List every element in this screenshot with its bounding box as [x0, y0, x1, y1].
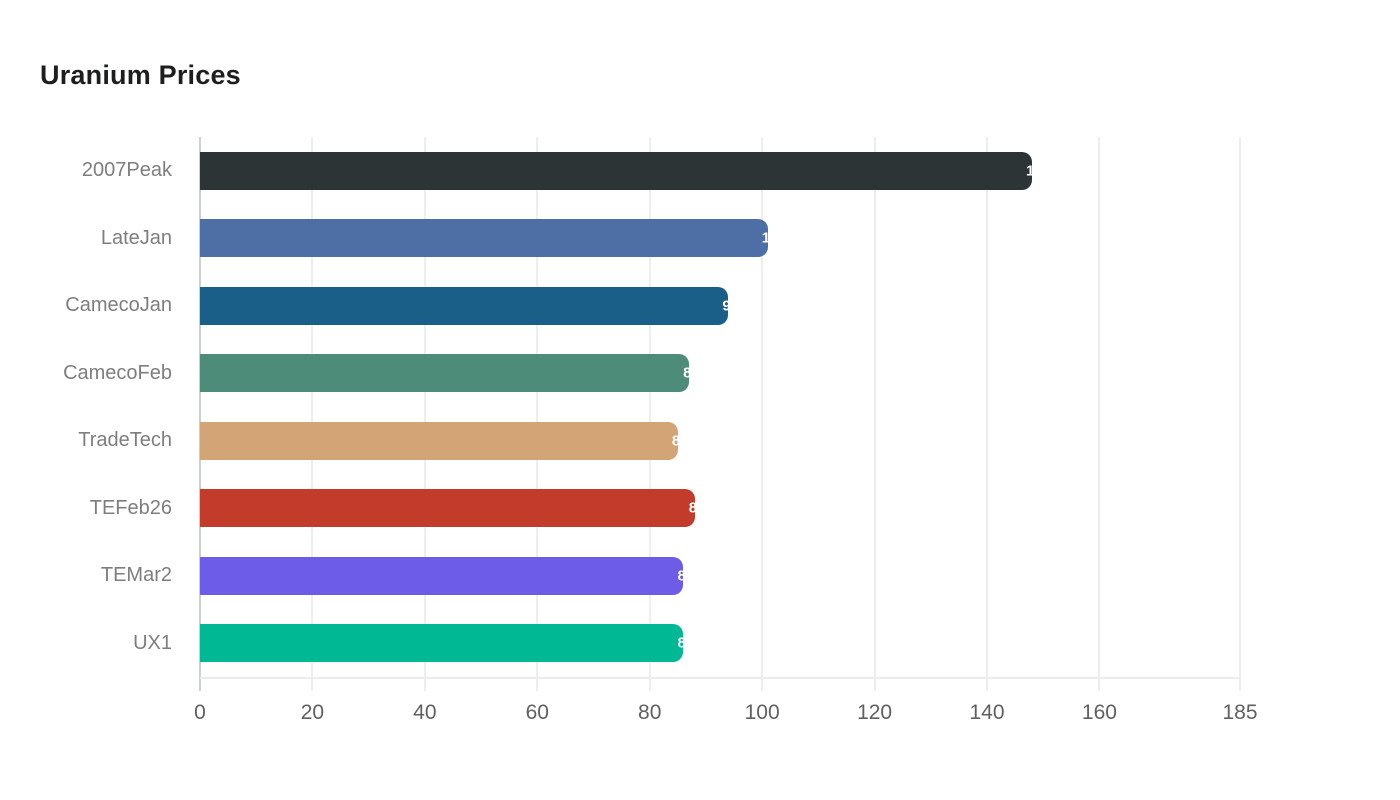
bar-row: 87 [200, 340, 1240, 408]
category-label: TradeTech [78, 429, 172, 452]
y-axis-line [199, 137, 201, 691]
bar-row: 148 [200, 137, 1240, 205]
category-label: UX1 [133, 631, 172, 654]
bar-tradetech: 85 [200, 421, 678, 460]
bar-row: 101 [200, 205, 1240, 273]
bar-value-label: 88 [688, 499, 695, 517]
category-label: 2007Peak [81, 159, 172, 182]
x-tick-label: 80 [638, 701, 662, 724]
gridline [648, 137, 651, 691]
gridline [1098, 137, 1101, 691]
bar-rows: 148 101 94 87 85 88 86 86 [200, 137, 1240, 677]
y-axis-category-labels: 2007Peak LateJan CamecoJan CamecoFeb TradeTe… [0, 137, 172, 677]
bar-row: 85 [200, 407, 1240, 475]
gridline [761, 137, 764, 691]
x-tick-label: 60 [525, 701, 549, 724]
bar-value-label: 94 [722, 297, 729, 315]
bar-row: 88 [200, 475, 1240, 543]
bar-value-label: 148 [1026, 162, 1032, 180]
bar-row: 94 [200, 272, 1240, 340]
bar-value-label: 86 [677, 567, 684, 585]
x-tick-label: 20 [300, 701, 325, 724]
category-label: CamecoJan [65, 294, 172, 317]
chart-title: Uranium Prices [40, 60, 241, 90]
x-tick-label: 100 [744, 701, 780, 724]
bar-tefeb26: 88 [200, 489, 695, 528]
x-axis-baseline [200, 677, 1240, 679]
category-label: TEFeb26 [89, 496, 172, 519]
x-tick-label: 160 [1081, 701, 1117, 724]
category-label: CamecoFeb [63, 361, 172, 384]
bar-row: 86 [200, 542, 1240, 610]
x-tick-label: 120 [857, 701, 893, 724]
bar-value-label: 86 [677, 634, 684, 652]
bar-value-label: 87 [683, 364, 690, 382]
category-label: TEMar2 [100, 564, 172, 587]
bar-ux1: 86 [200, 624, 684, 663]
bar-temar2: 86 [200, 556, 684, 595]
gridline [986, 137, 989, 691]
bar-camecojan: 94 [200, 286, 729, 325]
gridline [1239, 137, 1241, 691]
bar-latejan: 101 [200, 219, 768, 258]
category-label: LateJan [100, 226, 172, 249]
plot-area: 148 101 94 87 85 88 86 86 [199, 137, 1241, 691]
x-tick-label: 185 [1222, 701, 1258, 724]
bar-2007peak: 148 [200, 151, 1032, 190]
gridline [311, 137, 314, 691]
x-tick-label: 40 [413, 701, 437, 724]
bar-value-label: 85 [671, 432, 678, 450]
bar-camecofeb: 87 [200, 354, 690, 393]
gridline [536, 137, 539, 691]
x-tick-label: 140 [969, 701, 1005, 724]
gridline [423, 137, 426, 691]
bar-row: 86 [200, 610, 1240, 678]
bar-value-label: 101 [761, 229, 768, 247]
x-tick-label: 0 [194, 701, 206, 724]
x-axis-tick-labels: 0 20 40 60 80 100 120 140 160 185 [194, 701, 1257, 731]
gridline [873, 137, 876, 691]
